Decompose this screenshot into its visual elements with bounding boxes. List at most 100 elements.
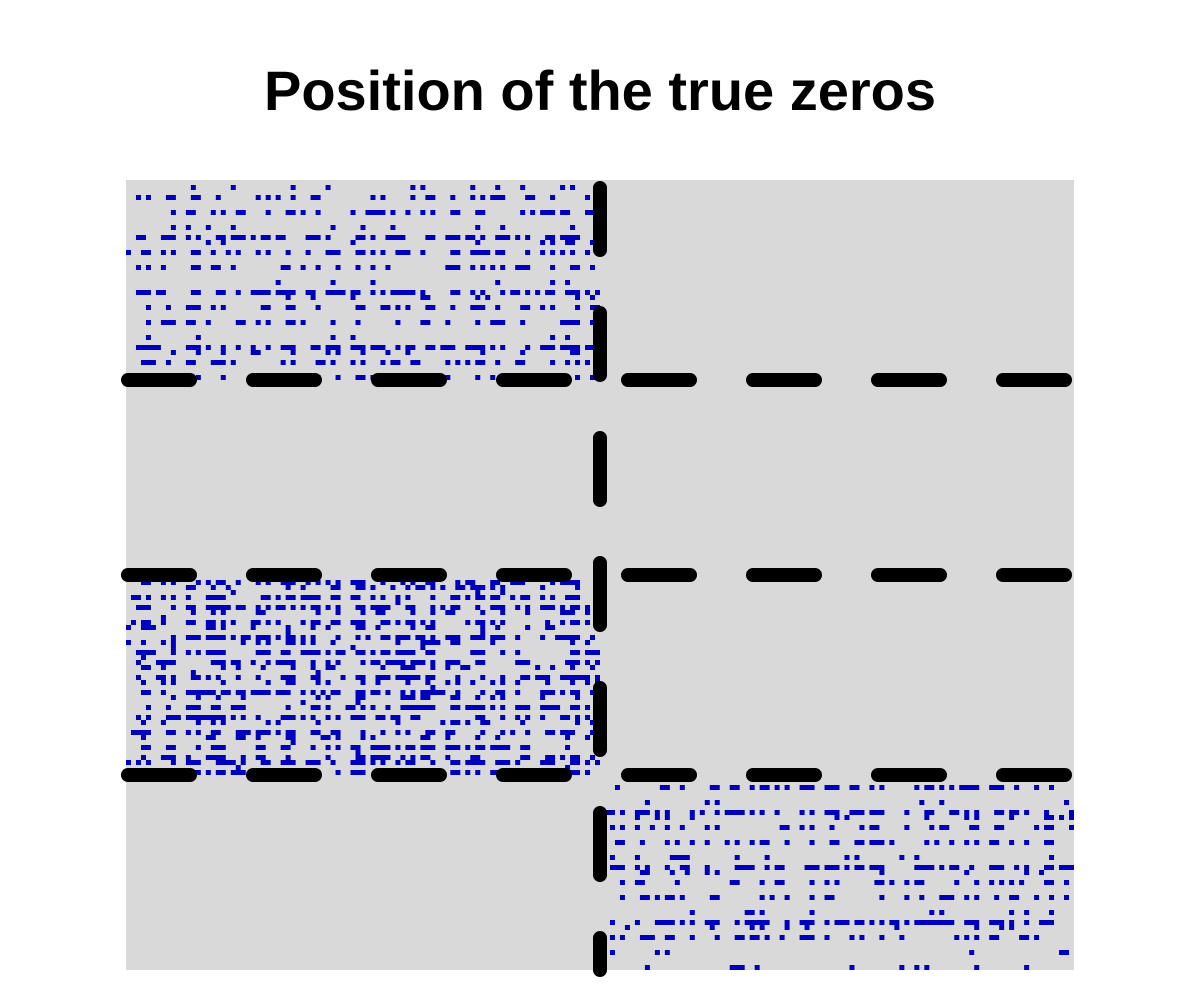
zero-cell [714, 800, 720, 805]
zero-cell [126, 250, 131, 255]
zero-cell [290, 195, 296, 200]
zero-cell [699, 810, 705, 815]
zero-cell [520, 755, 531, 760]
zero-cell [355, 320, 361, 325]
zero-cell [619, 895, 625, 900]
zero-cell [335, 735, 341, 740]
zero-cell [190, 250, 201, 255]
zero-cell [370, 290, 376, 295]
zero-cell [425, 675, 436, 680]
zero-cell [210, 610, 216, 615]
zero-cell [575, 305, 581, 310]
zero-cell [609, 855, 615, 860]
zero-cell [844, 855, 850, 860]
zero-cell [275, 280, 281, 285]
zero-cell [300, 320, 306, 325]
zero-cell [869, 785, 875, 790]
zero-cell [195, 335, 201, 340]
zero-cell [465, 360, 471, 365]
zero-cell [390, 225, 396, 230]
zero-cell [350, 645, 356, 650]
zero-cell [255, 605, 261, 610]
zero-cell [430, 585, 436, 590]
zero-cell [380, 650, 391, 655]
zero-cell [570, 760, 581, 765]
zero-cell [974, 895, 980, 900]
zero-cell [989, 880, 995, 885]
zero-cell [390, 715, 401, 720]
zero-cell [395, 745, 401, 750]
zero-cell [804, 925, 810, 930]
zero-cell [350, 240, 356, 245]
zero-cell [585, 770, 591, 775]
zero-cell [430, 610, 436, 615]
zero-cell [205, 345, 211, 350]
zero-cell [734, 840, 740, 845]
zero-cell [205, 770, 211, 775]
zero-cell [674, 840, 680, 845]
zero-cell [784, 785, 790, 790]
zero-cell [475, 595, 486, 600]
zero-cell [400, 665, 416, 670]
zero-cell [310, 690, 316, 695]
zero-cell [430, 605, 436, 610]
zero-cell [585, 290, 591, 295]
zero-cell [530, 210, 536, 215]
zero-cell [300, 650, 321, 655]
zero-cell [565, 240, 576, 245]
zero-cell [844, 865, 850, 870]
zero-cell [410, 715, 421, 720]
zero-cell [325, 185, 331, 190]
zero-cell [974, 880, 980, 885]
zero-cell [385, 690, 391, 695]
zero-cell [704, 840, 710, 845]
zero-cell [490, 680, 496, 685]
zero-cell [585, 650, 600, 655]
zero-cell [829, 840, 840, 845]
zero-cell [525, 235, 531, 240]
zero-cell [205, 635, 226, 640]
zero-cell [140, 755, 146, 760]
zero-cell [465, 580, 476, 585]
zero-cell [235, 675, 241, 680]
zero-cell [405, 585, 411, 590]
zero-cell [619, 825, 625, 830]
zero-cell [560, 715, 571, 720]
zero-cell [614, 785, 620, 790]
zero-cell [210, 210, 216, 215]
zero-cell [130, 620, 136, 625]
zero-cell [190, 675, 201, 680]
zero-cell [185, 210, 196, 215]
zero-cell [255, 745, 266, 750]
zero-cell [145, 705, 151, 710]
zero-cell [330, 335, 336, 340]
zero-cell [320, 735, 331, 740]
zero-cell [495, 305, 501, 310]
zero-cell [540, 605, 556, 610]
zero-cell [185, 235, 191, 240]
zero-cell [939, 910, 945, 915]
zero-cell [784, 840, 790, 845]
zero-cell [230, 590, 236, 595]
zero-cell [724, 840, 730, 845]
zero-cell [545, 680, 551, 685]
zero-cell [590, 320, 596, 325]
zero-cell [764, 855, 770, 860]
zero-cell [854, 855, 860, 860]
zero-cell [350, 745, 361, 750]
zero-cell [1009, 920, 1015, 925]
zero-cell [335, 580, 341, 585]
zero-cell [550, 665, 556, 670]
zero-cell [345, 705, 356, 710]
zero-cell [759, 895, 765, 900]
zero-cell [440, 345, 456, 350]
zero-cell [335, 745, 341, 750]
zero-cell [939, 825, 950, 830]
zero-cell [540, 705, 561, 710]
zero-cell [255, 715, 261, 720]
zero-cell [809, 810, 815, 815]
zero-cell [989, 785, 1005, 790]
zero-cell [285, 585, 291, 590]
zero-cell [545, 235, 556, 240]
zero-cell [495, 280, 501, 285]
